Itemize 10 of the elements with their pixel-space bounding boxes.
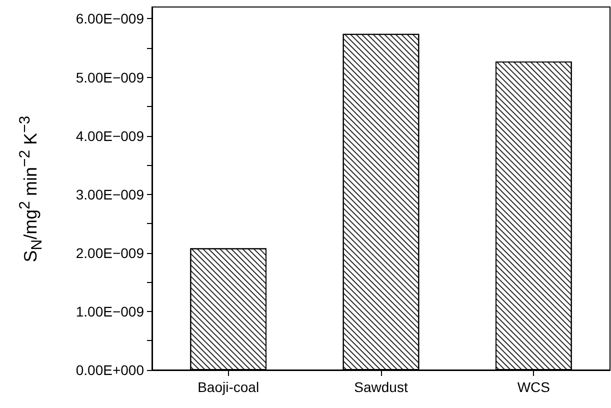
y-tick-label: 2.00E−009 <box>76 244 144 261</box>
y-tick-label: 4.00E−009 <box>76 128 144 144</box>
y-tick-label: 1.00E−009 <box>76 303 144 320</box>
x-tick-label: Baoji-coal <box>198 379 260 395</box>
x-tick-label: WCS <box>517 379 550 395</box>
y-tick-label: 3.00E−009 <box>76 186 144 202</box>
x-tick-label: Sawdust <box>354 379 408 395</box>
y-tick-label: 6.00E−009 <box>76 10 144 27</box>
y-tick-label: 5.00E−009 <box>76 69 144 86</box>
y-tick-label: 0.00E+000 <box>76 362 144 378</box>
